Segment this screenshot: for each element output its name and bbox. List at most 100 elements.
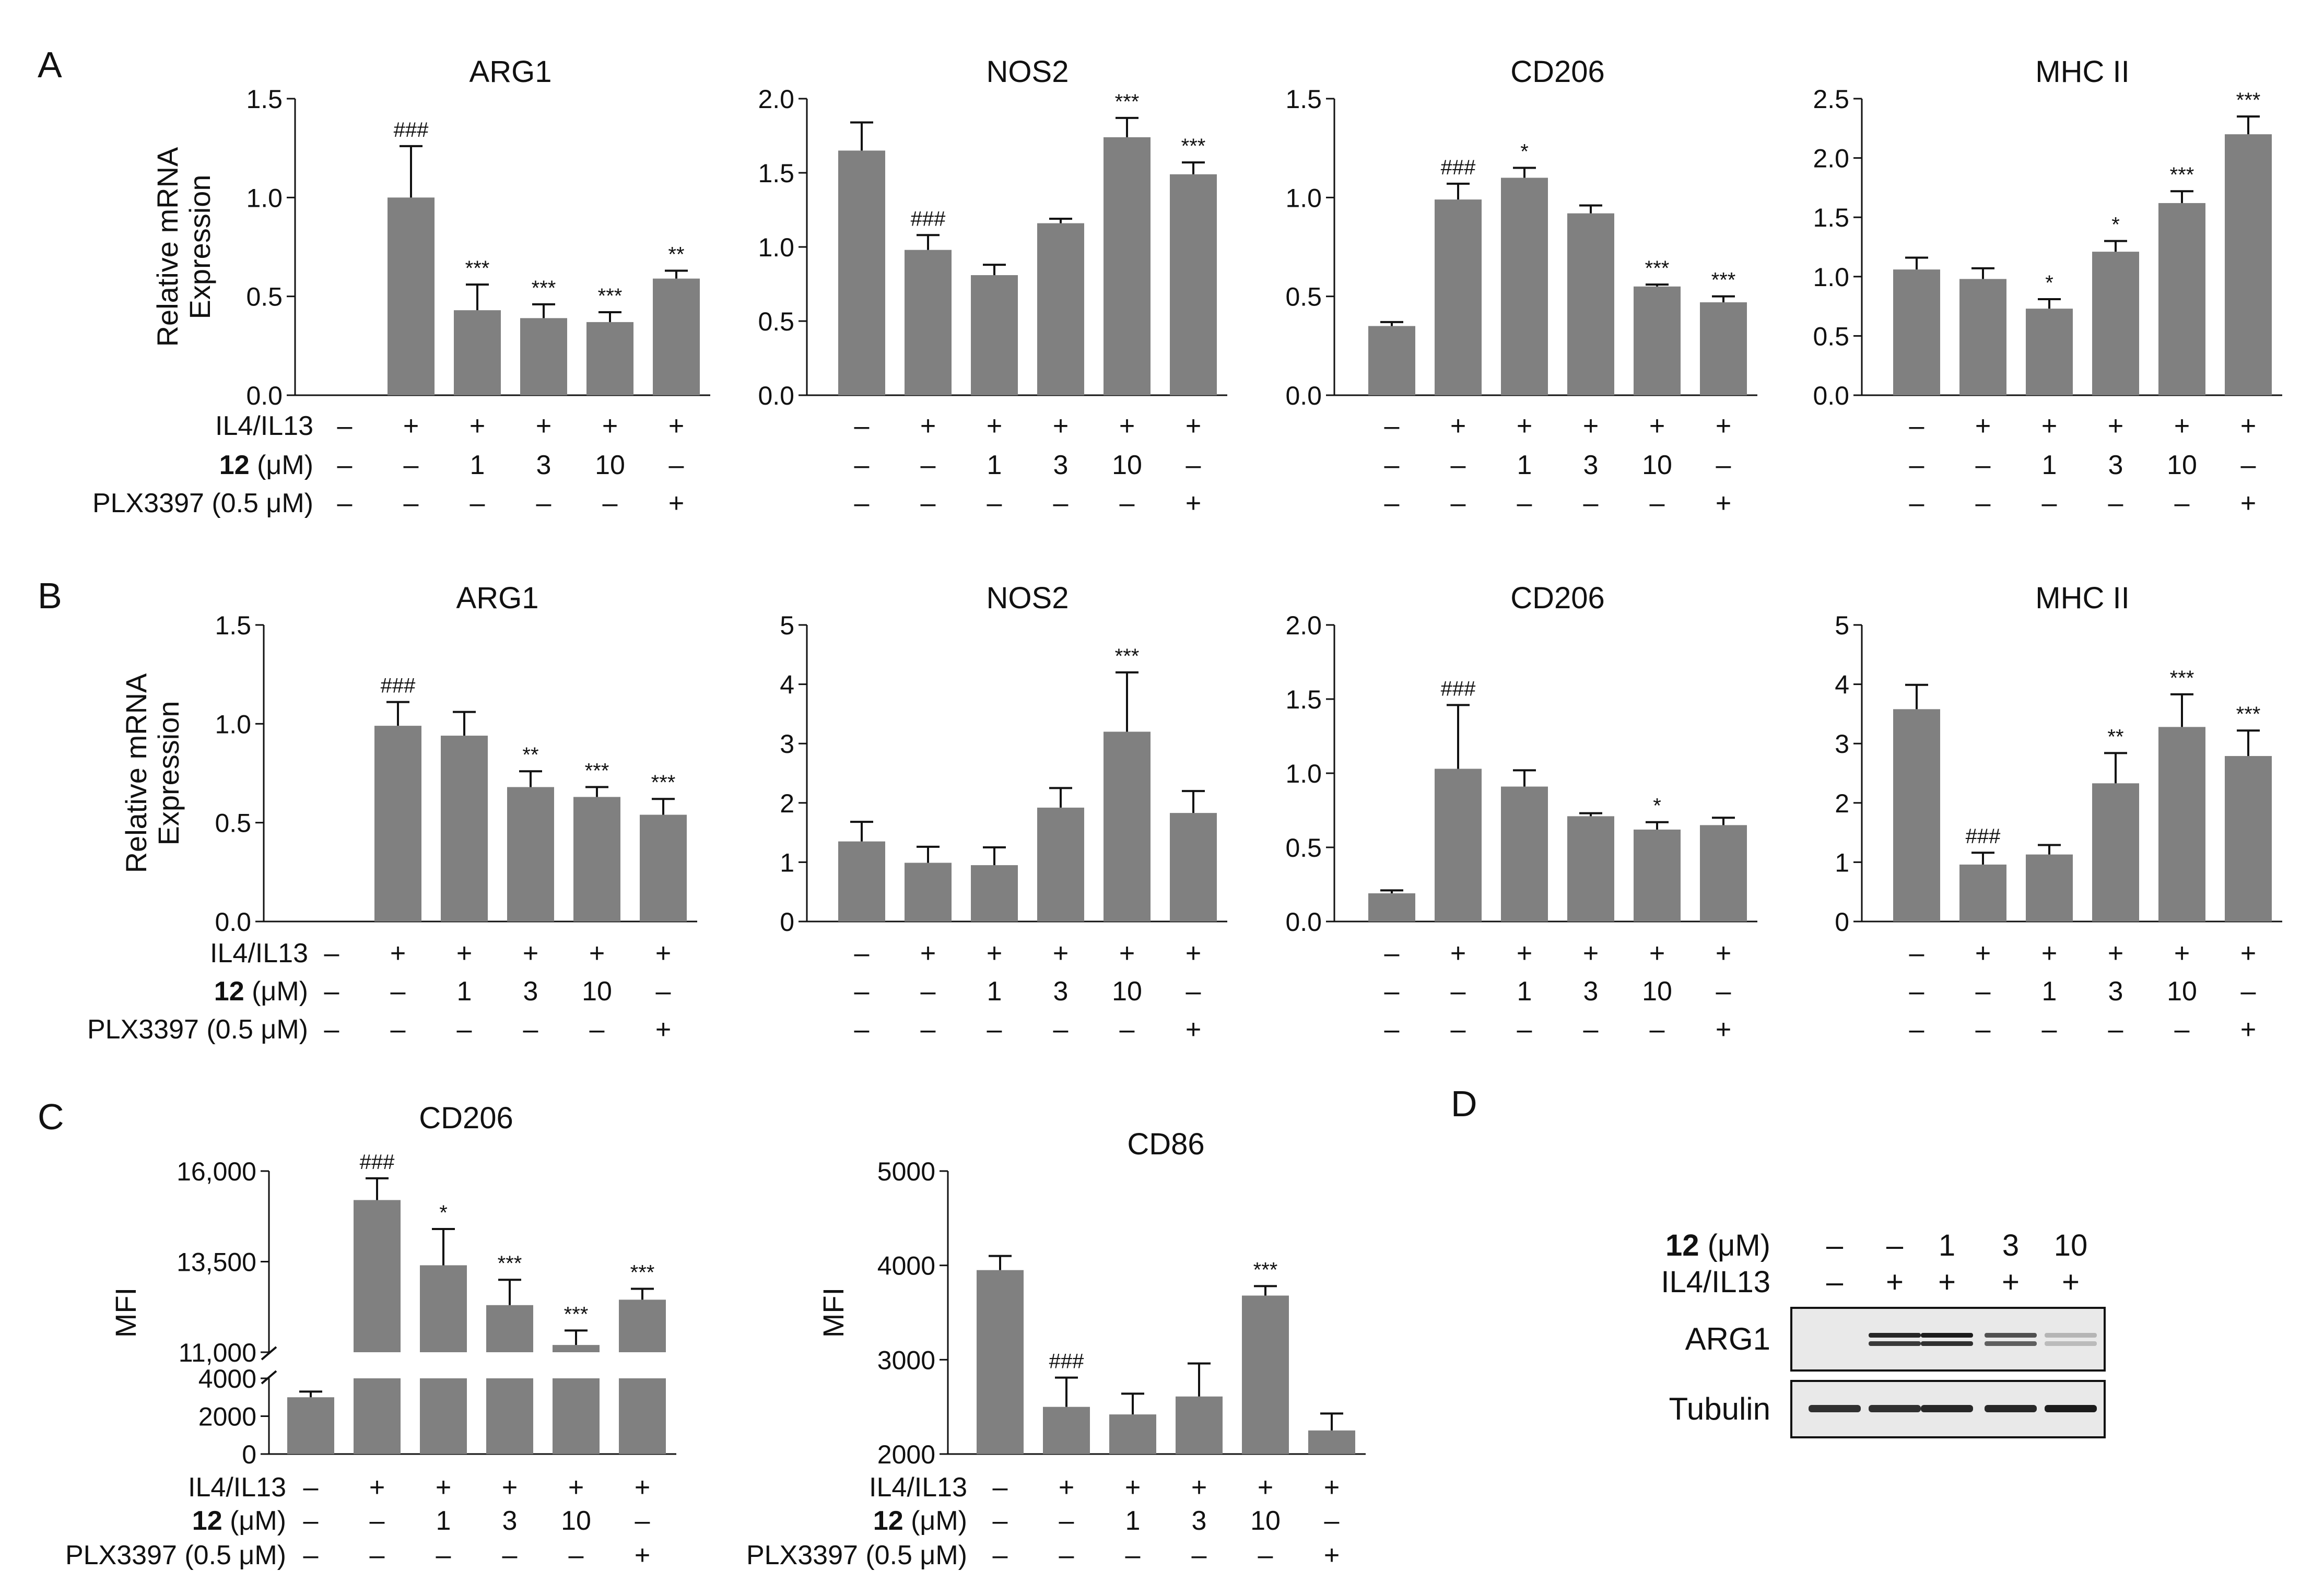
treatment-cell: –	[1909, 976, 1924, 1007]
chart-b2: NOS2 0 1 2 3 4 5 *** – + + + + + – – 1 3 10 – – – – – – +	[780, 581, 1227, 1045]
y-tick-label: 0.5	[215, 809, 251, 838]
y-axis-label: Relative mRNA	[120, 673, 152, 873]
compound-number: 12	[1665, 1228, 1699, 1262]
treatment-cell: +	[987, 938, 1002, 968]
compound-unit: (μM)	[903, 1506, 967, 1536]
treatment-cell: –	[337, 411, 353, 441]
blot-lane-compound: –	[1886, 1228, 1904, 1262]
y-tick-label: 5	[780, 611, 794, 640]
blot-lane-il4: +	[1938, 1265, 1956, 1299]
significance-mark: ***	[2236, 703, 2261, 726]
bar	[1959, 864, 2006, 921]
y-tick-label: 0.5	[1285, 282, 1322, 312]
bar	[1634, 286, 1681, 395]
treatment-cell: +	[436, 1472, 451, 1503]
treatment-cell: –	[1451, 450, 1466, 480]
treatment-cell: 3	[523, 976, 538, 1007]
treatment-cell: –	[854, 938, 870, 968]
blot-band-label: Tubulin	[1669, 1391, 1770, 1426]
treatment-cell: –	[1053, 1014, 1069, 1045]
significance-mark: ***	[2170, 667, 2194, 690]
significance-mark: *	[1653, 795, 1661, 818]
treatment-cell: +	[2108, 938, 2123, 968]
panel-a-treatment-labels: IL4/IL13 12 (μM) PLX3397 (0.5 μM)	[92, 411, 313, 518]
treatment-cell: –	[1976, 1014, 1991, 1045]
treatment-cell: –	[502, 1540, 518, 1570]
chart-title: NOS2	[987, 581, 1069, 615]
chart-title: ARG1	[456, 581, 539, 615]
compound-number: 12	[192, 1506, 222, 1536]
treatment-cell: 1	[470, 450, 485, 480]
y-tick-label: 13,500	[177, 1248, 256, 1277]
bar	[1104, 137, 1151, 395]
y-tick-label: 0.5	[1813, 322, 1849, 351]
treatment-cell: 1	[1517, 976, 1532, 1007]
axis-break-mark	[261, 1346, 277, 1361]
treatment-cell: –	[391, 976, 406, 1007]
treatment-cell: +	[1119, 411, 1135, 441]
blot-band	[2045, 1405, 2097, 1412]
significance-mark: ###	[1966, 825, 2001, 848]
treatment-cell: +	[1053, 938, 1069, 968]
treatment-cell: +	[920, 411, 936, 441]
treatment-cell: –	[2042, 1014, 2057, 1045]
treatment-cell: +	[1186, 411, 1201, 441]
significance-mark: *	[2111, 214, 2120, 237]
treatment-cell: –	[324, 976, 339, 1007]
treatment-cell: +	[2240, 1014, 2256, 1045]
blot-band-label: ARG1	[1685, 1321, 1770, 1356]
treatment-cell: 10	[2167, 976, 2197, 1007]
y-tick-label: 4	[1835, 670, 1849, 700]
treatment-label-compound: 12 (μM)	[873, 1506, 967, 1536]
bar	[354, 1200, 401, 1352]
bar	[1567, 213, 1614, 395]
bar	[2225, 134, 2272, 395]
treatment-cell: –	[854, 1014, 870, 1045]
bar	[553, 1345, 600, 1352]
bar	[287, 1397, 334, 1454]
treatment-cell: –	[1384, 976, 1400, 1007]
treatment-cell: +	[1517, 411, 1532, 441]
treatment-cell: +	[2108, 411, 2123, 441]
bar	[1170, 174, 1217, 395]
bar	[573, 797, 620, 921]
treatment-cell: 10	[1642, 976, 1672, 1007]
treatment-cell: +	[2240, 938, 2256, 968]
treatment-cell: +	[2240, 411, 2256, 441]
treatment-cell: +	[456, 938, 472, 968]
y-tick-label: 2000	[198, 1402, 256, 1432]
treatment-cell: –	[470, 488, 485, 518]
bar	[1109, 1414, 1156, 1454]
panel-label-b: B	[38, 575, 62, 616]
bar	[971, 865, 1018, 921]
blot-lane-il4: +	[2062, 1265, 2080, 1299]
y-tick-label: 1	[780, 848, 794, 877]
treatment-cell: +	[655, 938, 671, 968]
bar	[1501, 786, 1548, 921]
bar	[1893, 709, 1940, 921]
treatment-cell: –	[1384, 450, 1400, 480]
bar	[1170, 813, 1217, 921]
treatment-cell: –	[2175, 488, 2190, 518]
treatment-cell: –	[1976, 976, 1991, 1007]
treatment-label-compound: 12 (μM)	[214, 976, 308, 1007]
chart-title: CD206	[1510, 581, 1605, 615]
treatment-cell: –	[370, 1540, 385, 1570]
blot-band	[1869, 1333, 1921, 1338]
treatment-cell: –	[1186, 450, 1201, 480]
bar	[977, 1270, 1024, 1454]
bar	[1037, 807, 1084, 921]
bar	[838, 150, 885, 395]
significance-mark: ***	[2236, 89, 2261, 112]
bar	[586, 322, 633, 395]
treatment-cell: +	[635, 1540, 650, 1570]
bar	[2026, 309, 2073, 395]
treatment-cell: 1	[457, 976, 472, 1007]
bar	[1893, 269, 1940, 395]
treatment-label-il4: IL4/IL13	[215, 411, 313, 441]
significance-mark: ###	[394, 119, 429, 141]
treatment-label-compound: 12 (μM)	[219, 450, 313, 480]
significance-mark: ***	[532, 277, 556, 300]
